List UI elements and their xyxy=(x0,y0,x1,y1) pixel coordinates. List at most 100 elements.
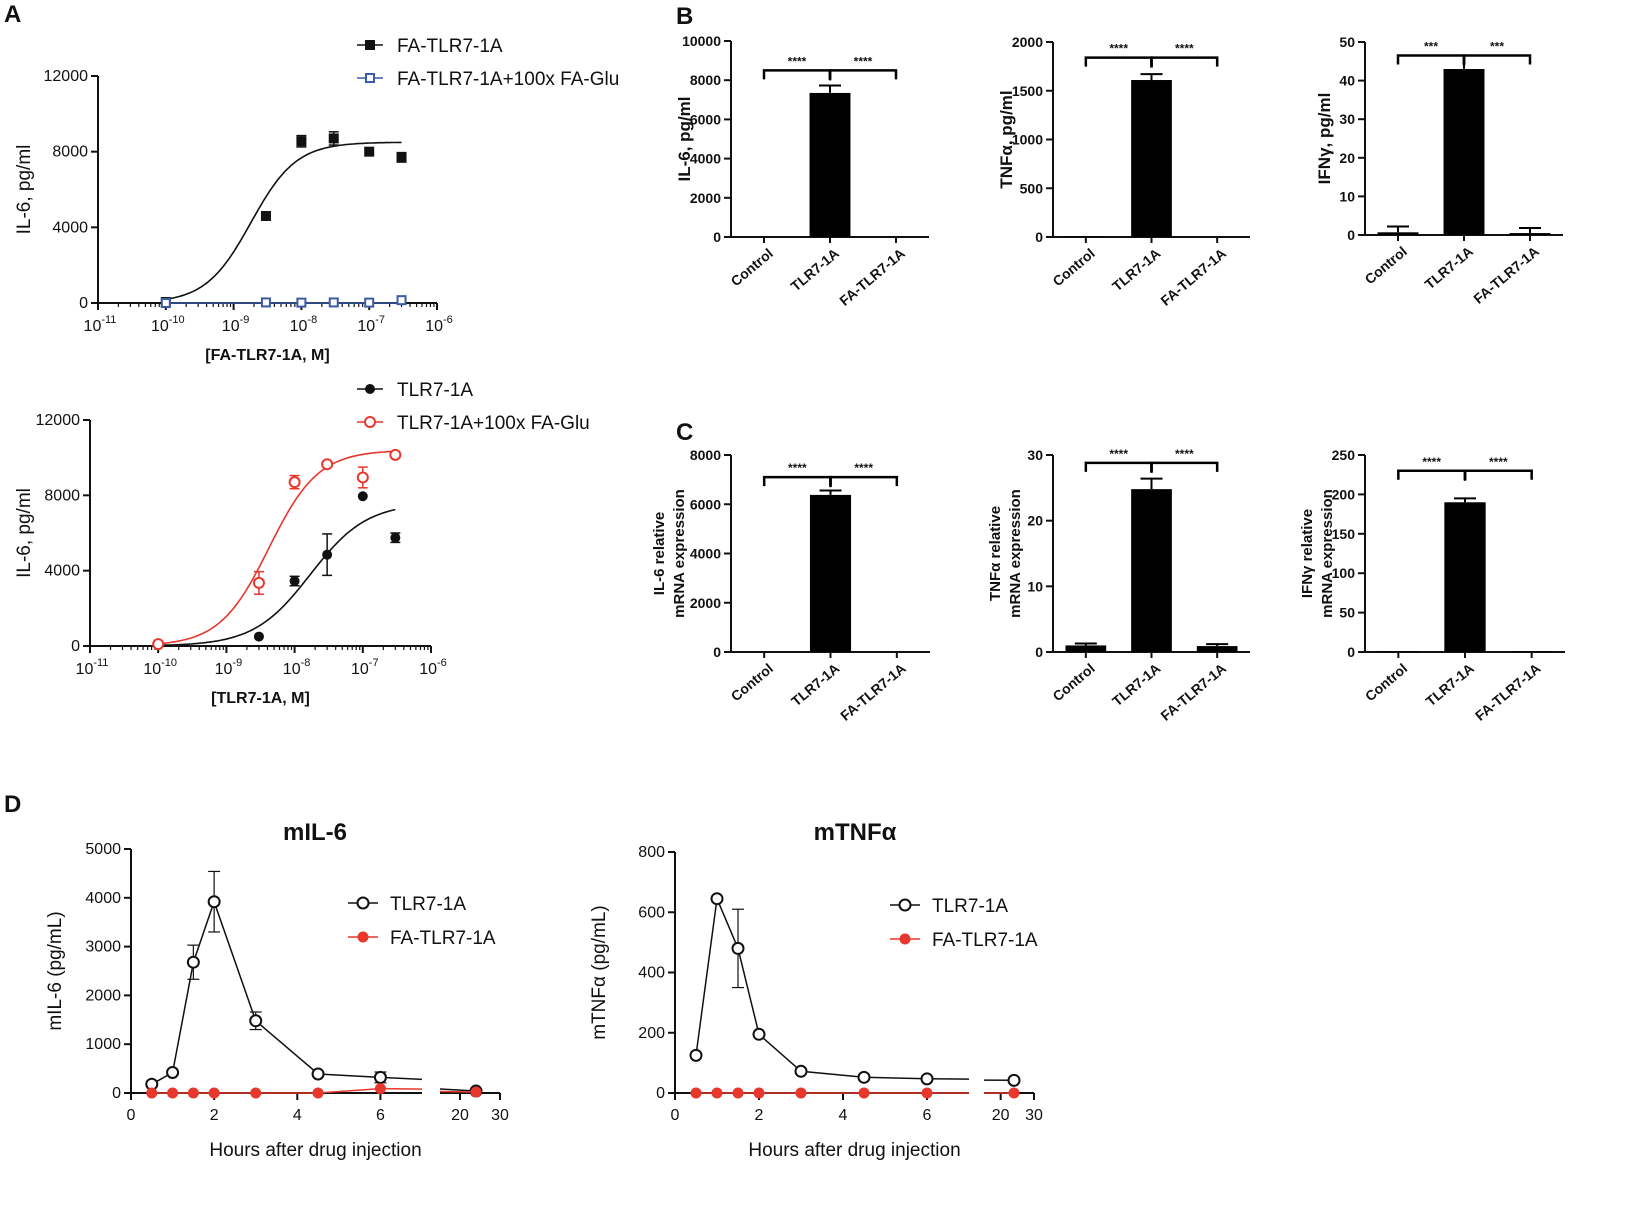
A1-data-point xyxy=(364,146,375,157)
C3-significance-bracket xyxy=(1463,469,1533,480)
D2-legend-label: FA-TLR7-1A xyxy=(932,930,1038,951)
B3-significance-label: *** xyxy=(1490,40,1504,54)
D2-data-point xyxy=(711,1087,723,1099)
B3-bar xyxy=(1509,233,1551,235)
C3-significance-label: **** xyxy=(1422,455,1441,469)
D1-x-label: Hours after drug injection xyxy=(209,1140,421,1161)
D1-data-point xyxy=(312,1087,324,1099)
D2-x-tick-label: 20 xyxy=(992,1107,1010,1124)
A1-x-tick-label: 10-7 xyxy=(357,314,385,335)
A2-x-tick-label: 10-9 xyxy=(215,657,243,678)
C2-y-tick-label: 30 xyxy=(1027,447,1043,463)
A1-x-tick-label: 10-10 xyxy=(151,314,185,335)
D1-data-point xyxy=(186,955,200,969)
C3-bar xyxy=(1444,502,1486,652)
A2-legend-marker xyxy=(365,384,375,394)
C1-y-tick-label: 6000 xyxy=(690,496,721,512)
D2-x-tick-label: 0 xyxy=(671,1107,680,1124)
A1-data-point xyxy=(260,210,271,221)
A2-data-point xyxy=(288,476,301,489)
A2-x-label: [TLR7-1A, M] xyxy=(211,690,310,707)
chart-B1: 0 2000 4000 6000 8000 10000 Control TLR7-1AFA-T… xyxy=(675,33,929,309)
A1-y-tick-label: 0 xyxy=(79,295,88,312)
B3-y-tick-label: 10 xyxy=(1339,188,1355,204)
D2-y-tick-label: 0 xyxy=(656,1085,665,1102)
C2-significance-bracket xyxy=(1084,461,1153,472)
B3-y-tick-label: 50 xyxy=(1339,34,1355,50)
D2-data-point xyxy=(710,892,724,906)
D2-legend-marker xyxy=(899,933,911,945)
C3-y-label: mRNA expression xyxy=(1319,489,1336,618)
D2-data-point xyxy=(731,941,745,955)
B2-significance-label: **** xyxy=(1175,42,1194,56)
B2-y-tick-label: 500 xyxy=(1020,180,1044,196)
B2-y-label: TNFα, pg/ml xyxy=(997,90,1016,188)
B2-category-label: FA-TLR7-1A xyxy=(1157,245,1229,309)
C3-y-tick-label: 250 xyxy=(1332,447,1356,463)
A1-fit-curve-0 xyxy=(165,141,402,301)
D1-legend-marker xyxy=(356,896,370,910)
A1-y-tick-label: 12000 xyxy=(44,68,89,85)
C2-y-tick-label: 10 xyxy=(1027,578,1043,594)
C3-bar xyxy=(1511,651,1553,652)
A1-x-tick-label: 10-11 xyxy=(84,314,117,335)
A1-legend-label: FA-TLR7-1A+100x FA-Glu xyxy=(397,69,619,90)
D1-data-point xyxy=(207,895,221,909)
C3-y-tick-label: 200 xyxy=(1332,486,1356,502)
B3-category-label: Control xyxy=(1362,243,1410,287)
C1-category-label: Control xyxy=(728,660,776,704)
A1-y-label: IL-6, pg/ml xyxy=(14,145,35,235)
C2-bar xyxy=(1065,645,1107,652)
A2-data-point xyxy=(253,631,264,642)
C2-category-label: FA-TLR7-1A xyxy=(1157,660,1229,724)
D2-y-tick-label: 600 xyxy=(638,904,665,921)
C1-category-label: TLR7-1A xyxy=(788,660,842,709)
C1-y-tick-label: 0 xyxy=(713,644,721,660)
A2-fit-curve-1 xyxy=(158,450,396,645)
C1-y-tick-label: 4000 xyxy=(690,546,721,562)
B3-significance-bracket xyxy=(1396,54,1466,65)
B2-y-tick-label: 0 xyxy=(1035,229,1043,245)
B1-y-tick-label: 2000 xyxy=(690,190,721,206)
B1-category-label: FA-TLR7-1A xyxy=(836,245,908,309)
D1-data-point xyxy=(373,1070,387,1084)
D1-data-point xyxy=(146,1087,158,1099)
D2-data-point xyxy=(794,1064,808,1078)
A2-x-tick-label: 10-6 xyxy=(419,657,447,678)
D1-y-tick-label: 2000 xyxy=(85,987,121,1004)
C3-y-tick-label: 100 xyxy=(1332,565,1356,581)
D1-data-point xyxy=(250,1087,262,1099)
C2-y-tick-label: 0 xyxy=(1035,644,1043,660)
C3-category-label: Control xyxy=(1362,660,1410,704)
D2-data-point xyxy=(752,1027,766,1041)
B1-y-tick-label: 6000 xyxy=(690,111,721,127)
D2-legend-marker xyxy=(898,898,912,912)
D2-data-point xyxy=(858,1087,870,1099)
D1-x-tick-label: 30 xyxy=(491,1107,509,1124)
D1-x-tick-label: 4 xyxy=(293,1107,302,1124)
A2-legend-label: TLR7-1A+100x FA-Glu xyxy=(397,413,590,434)
A2-x-tick-label: 10-10 xyxy=(143,657,177,678)
A1-data-point xyxy=(260,297,271,308)
A1-legend-marker xyxy=(365,73,375,83)
A1-data-point xyxy=(328,133,339,144)
D2-x-tick-label: 6 xyxy=(923,1107,932,1124)
D1-y-tick-label: 4000 xyxy=(85,890,121,907)
D1-data-point xyxy=(166,1066,180,1080)
D1-x-tick-label: 2 xyxy=(210,1107,219,1124)
B2-category-label: Control xyxy=(1049,245,1097,289)
A2-y-tick-label: 8000 xyxy=(44,487,80,504)
D2-data-point xyxy=(920,1072,934,1086)
D1-title: mIL-6 xyxy=(283,819,347,846)
B3-y-tick-label: 20 xyxy=(1339,150,1355,166)
C3-y-tick-label: 50 xyxy=(1339,605,1355,621)
B1-significance-bracket xyxy=(828,69,898,80)
B1-significance-label: **** xyxy=(854,54,873,68)
B2-significance-bracket xyxy=(1084,56,1153,67)
C3-category-label: FA-TLR7-1A xyxy=(1472,660,1544,724)
A2-data-point xyxy=(289,576,300,587)
A2-y-tick-label: 0 xyxy=(71,638,80,655)
C2-y-tick-label: 20 xyxy=(1027,513,1043,529)
C1-y-label: IL-6 relative xyxy=(651,512,668,595)
